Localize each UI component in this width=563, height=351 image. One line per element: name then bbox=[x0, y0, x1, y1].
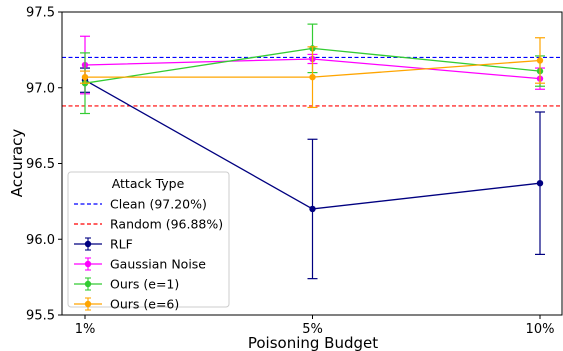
legend-swatch-marker bbox=[84, 300, 92, 308]
legend-entry: Ours (e=1) bbox=[74, 277, 179, 292]
y-tick-label: 97.0 bbox=[26, 81, 55, 96]
legend-entry: Gaussian Noise bbox=[74, 257, 206, 272]
legend-entries: Clean (97.20%) Random (96.88%) RLF Gaussian… bbox=[74, 197, 223, 312]
legend-entry: Random (96.88%) bbox=[74, 217, 223, 232]
y-tick-label: 95.5 bbox=[26, 309, 55, 324]
x-axis-ticks: 1% 5% 10% bbox=[75, 315, 555, 337]
y-tick-label: 96.5 bbox=[26, 157, 55, 172]
x-tick-label: 5% bbox=[302, 322, 323, 337]
legend-entry-label: Ours (e=6) bbox=[110, 297, 179, 312]
legend-entry-label: Gaussian Noise bbox=[110, 257, 206, 272]
legend: Attack Type Clean (97.20%) Random (96.88%… bbox=[67, 171, 230, 312]
y-axis-ticks: 95.5 96.0 96.5 97.0 97.5 bbox=[26, 6, 62, 324]
data-point bbox=[309, 73, 316, 81]
x-tick-label: 1% bbox=[75, 322, 96, 337]
legend-swatch-marker bbox=[84, 240, 92, 248]
legend-title: Attack Type bbox=[112, 176, 185, 191]
legend-swatch-marker bbox=[84, 260, 92, 268]
series-layer bbox=[80, 23, 545, 280]
legend-entry-label: Ours (e=1) bbox=[110, 277, 179, 292]
data-point bbox=[536, 179, 544, 187]
legend-entry: RLF bbox=[74, 237, 133, 252]
legend-entry-label: Clean (97.20%) bbox=[110, 197, 207, 212]
y-tick-label: 96.0 bbox=[26, 233, 55, 248]
legend-entry: Ours (e=6) bbox=[74, 297, 179, 312]
legend-box bbox=[67, 171, 230, 308]
legend-entry-label: RLF bbox=[110, 237, 133, 252]
y-tick-label: 97.5 bbox=[26, 6, 55, 21]
x-axis-label: Poisoning Budget bbox=[248, 334, 378, 351]
data-point bbox=[81, 73, 89, 81]
data-point bbox=[536, 57, 544, 64]
x-tick-label: 10% bbox=[526, 322, 555, 337]
series-group bbox=[80, 37, 545, 109]
y-axis-label: Accuracy bbox=[8, 129, 26, 198]
legend-entry-label: Random (96.88%) bbox=[110, 217, 223, 232]
series-group bbox=[80, 67, 545, 280]
legend-entry: Clean (97.20%) bbox=[74, 197, 207, 212]
data-point bbox=[309, 205, 316, 213]
legend-swatch-marker bbox=[84, 280, 92, 288]
